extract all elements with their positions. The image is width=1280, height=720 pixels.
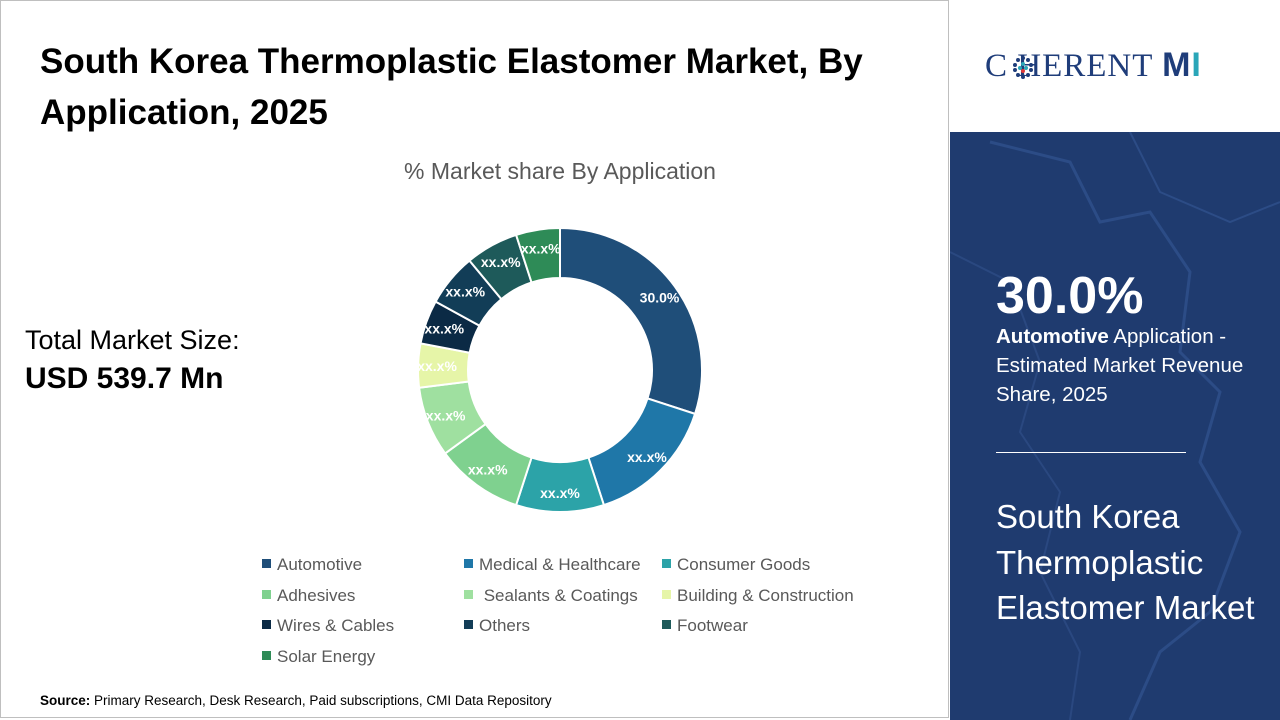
highlight-description: Automotive Application - Estimated Marke… <box>996 322 1266 409</box>
market-size-value: USD 539.7 Mn <box>25 362 224 395</box>
coherent-mi-logo: C HERENT MI <box>985 46 1202 85</box>
legend-label: Adhesives <box>277 585 356 605</box>
donut-data-label: xx.x% <box>481 254 521 270</box>
legend-item: Footwear <box>662 616 748 636</box>
panel-map-texture <box>950 132 1280 720</box>
donut-data-label: xx.x% <box>426 407 466 423</box>
source-text: Primary Research, Desk Research, Paid su… <box>90 693 552 708</box>
legend-label: Medical & Healthcare <box>479 555 641 574</box>
logo-globe-icon <box>1013 56 1033 79</box>
market-size-label: Total Market Size: <box>25 325 240 355</box>
donut-slice-solar-energy <box>514 226 561 284</box>
legend-label: Footwear <box>677 616 748 635</box>
legend-swatch <box>262 650 271 660</box>
page-title: South Korea Thermoplastic Elastomer Mark… <box>40 42 863 132</box>
donut-data-label: xx.x% <box>417 358 457 374</box>
legend-item: Medical & Healthcare <box>464 555 641 575</box>
donut-data-label: 30.0% <box>640 290 680 306</box>
legend-item: Automotive <box>262 555 362 575</box>
donut-data-label: xx.x% <box>627 449 667 465</box>
panel-divider <box>996 452 1186 453</box>
legend-item: Others <box>464 616 530 636</box>
legend-swatch <box>464 620 473 630</box>
legend-item: Wires & Cables <box>262 616 394 636</box>
chart-title: % Market share By Application <box>404 158 716 184</box>
panel-market-title: South Korea Thermoplastic Elastomer Mark… <box>996 498 1255 626</box>
logo-text: C HERENT <box>985 48 1153 84</box>
legend-label: Automotive <box>277 555 363 574</box>
legend-label: Consumer Goods <box>677 555 811 574</box>
legend-label: Wires & Cables <box>277 616 395 635</box>
legend-item: Consumer Goods <box>662 555 810 575</box>
legend-swatch <box>262 620 271 630</box>
source-label: Source: <box>40 693 91 708</box>
legend-swatch <box>262 589 271 599</box>
donut-data-label: xx.x% <box>540 485 580 501</box>
legend-label: Others <box>479 616 531 635</box>
donut-data-label: xx.x% <box>468 462 508 478</box>
logo-area <box>950 0 1280 132</box>
chart-frame <box>0 0 949 718</box>
legend-item: Adhesives <box>262 586 355 606</box>
highlight-text: Application - Estimated Market Revenue S… <box>996 325 1244 406</box>
legend-swatch <box>662 589 671 599</box>
legend-label: Building & Construction <box>677 585 854 605</box>
legend-swatch <box>662 559 671 569</box>
logo-mi: MI <box>1162 46 1202 84</box>
legend-item: Building & Construction <box>662 586 854 606</box>
donut-data-label: xx.x% <box>445 284 485 300</box>
legend-swatch <box>464 589 473 599</box>
donut-slice-automotive <box>559 226 703 416</box>
legend-swatch <box>464 559 473 569</box>
source-note: Source: Primary Research, Desk Research,… <box>40 693 552 708</box>
highlight-stat: 30.0% <box>996 267 1144 325</box>
legend-label: Solar Energy <box>277 646 376 666</box>
legend-item: Sealants & Coatings <box>464 586 638 606</box>
donut-data-label: xx.x% <box>424 320 464 336</box>
side-panel <box>950 132 1280 720</box>
highlight-segment: Automotive <box>996 325 1109 348</box>
legend-item: Solar Energy <box>262 647 375 667</box>
legend-swatch <box>662 620 671 630</box>
donut-chart: 30.0%xx.x%xx.x%xx.x%xx.x%xx.x%xx.x%xx.x%… <box>417 226 703 513</box>
legend-swatch <box>262 559 271 569</box>
donut-data-label: xx.x% <box>521 241 561 257</box>
legend-label: Sealants & Coatings <box>479 585 638 605</box>
